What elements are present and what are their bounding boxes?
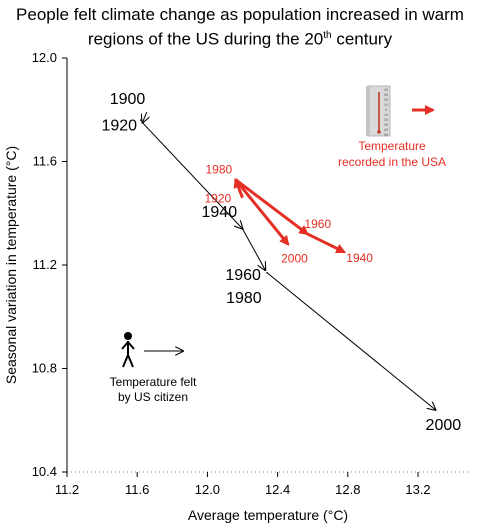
felt-year-label: 1980: [226, 290, 262, 307]
person-icon: [121, 332, 135, 368]
felt-series-segment: [142, 122, 242, 229]
felt-series-segment: [142, 111, 146, 123]
title-main: People felt climate change as population…: [16, 5, 464, 49]
felt-year-label: 1960: [225, 267, 261, 284]
felt-point: [139, 119, 142, 121]
felt-point: [264, 269, 267, 271]
felt-year-label: 1900: [110, 91, 146, 108]
x-tick-label: 12.8: [335, 482, 360, 497]
x-tick-label: 13.2: [405, 482, 430, 497]
recorded-year-label: 1980: [205, 163, 232, 177]
thermometer-scale-label: 30: [384, 93, 388, 97]
y-ticks: 10.4 10.8 11.2 11.6 12.0: [32, 50, 67, 479]
recorded-series-segment: [234, 178, 290, 246]
title-tail: century: [331, 29, 393, 49]
recorded-year-label: 2000: [281, 251, 308, 265]
felt-series-segment: [242, 228, 266, 270]
thermometer-scale-label: 40: [384, 128, 388, 132]
felt-point: [266, 271, 268, 274]
recorded-legend-line-2: recorded in the USA: [338, 155, 446, 169]
thermometer-scale-label: 10: [384, 113, 388, 117]
x-axis-label: Average temperature (°C): [188, 507, 348, 523]
y-tick-label: 12.0: [32, 50, 57, 65]
x-tick-label: 12.4: [265, 482, 290, 497]
recorded-year-label: 1940: [346, 251, 373, 265]
y-tick-label: 11.2: [33, 257, 57, 272]
x-tick-label: 12.0: [195, 482, 220, 497]
recorded-year-label: 1960: [304, 217, 331, 231]
y-tick-label: 10.8: [32, 361, 57, 376]
recorded-year-label: 1920: [205, 192, 232, 206]
thermometer-scale-label: 50: [384, 133, 388, 137]
felt-year-label: 1940: [202, 204, 238, 221]
thermometer-scale-label: 30: [384, 123, 388, 127]
title-superscript: th: [323, 30, 332, 41]
thermometer-scale-label: 0: [385, 108, 387, 112]
felt-year-label: 2000: [426, 417, 462, 434]
y-tick-label: 11.6: [33, 154, 57, 169]
felt-point: [141, 121, 144, 124]
thermometer-scale-label: 40: [384, 88, 388, 92]
y-tick-label: 10.4: [32, 464, 57, 479]
felt-legend-line-1: Temperature felt: [110, 375, 197, 389]
chart-title: People felt climate change as population…: [0, 4, 480, 50]
recorded-series-segment: [306, 232, 347, 254]
recorded-series-segment: [234, 178, 310, 236]
x-tick-label: 11.2: [55, 482, 79, 497]
felt-point: [434, 409, 437, 411]
felt-point: [241, 227, 244, 230]
thermometer-scale-label: 20: [384, 98, 388, 102]
felt-series-segment: [266, 272, 435, 410]
x-tick-label: 11.6: [125, 482, 149, 497]
felt-legend-line-2: by US citizen: [118, 390, 188, 404]
x-ticks: 11.2 11.6 12.0 12.4 12.8 13.2: [55, 472, 431, 497]
recorded-series: 1920 1980 2000 1960 1940: [205, 163, 374, 266]
thermometer-scale-label: 20: [384, 118, 388, 122]
thermometer-scale-label: 10: [384, 103, 388, 107]
y-axis-label: Seasonal variation in temperature (°C): [3, 146, 19, 384]
recorded-legend-line-1: Temperature: [358, 139, 426, 153]
felt-year-label: 1920: [101, 118, 137, 135]
